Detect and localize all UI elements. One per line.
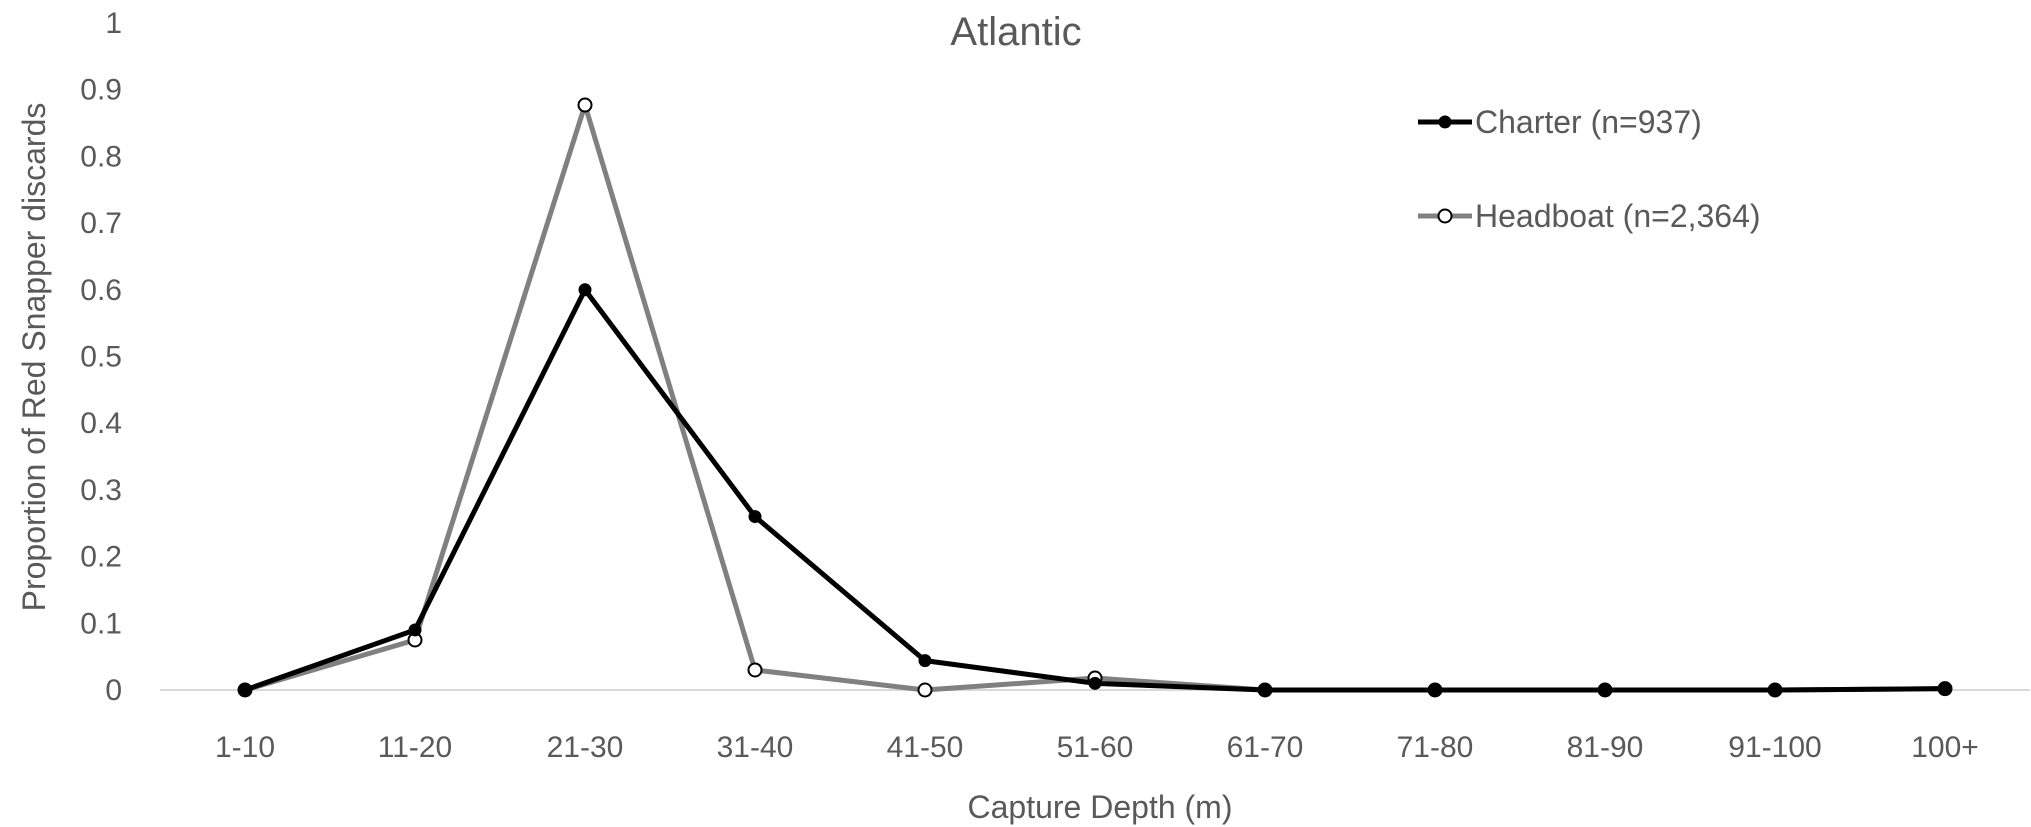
y-tick-label: 0.1: [80, 607, 122, 640]
x-tick-label: 91-100: [1728, 731, 1821, 764]
x-tick-label: 41-50: [887, 731, 964, 764]
series-0-point: [1428, 683, 1442, 697]
series-1-point: [917, 682, 933, 698]
series-1-point: [747, 662, 763, 678]
y-tick-label: 1: [105, 7, 122, 40]
series-0-point: [918, 654, 932, 668]
series-0-point: [578, 283, 592, 297]
y-tick-label: 0.6: [80, 274, 122, 307]
series-0-point: [1258, 683, 1272, 697]
x-tick-label: 71-80: [1397, 731, 1474, 764]
series-0-point: [748, 510, 762, 524]
x-tick-label: 51-60: [1057, 731, 1134, 764]
legend-marker-1: [1437, 208, 1453, 224]
y-tick-label: 0: [105, 674, 122, 707]
series-0-point: [238, 683, 252, 697]
series-1-point: [577, 97, 593, 113]
y-tick-label: 0.2: [80, 541, 122, 574]
y-tick-label: 0.7: [80, 207, 122, 240]
series-0-point: [1598, 683, 1612, 697]
x-axis-title: Capture Depth (m): [968, 789, 1233, 825]
series-layer: [237, 97, 1953, 698]
series-line-0: [244, 287, 1946, 693]
x-tick-label: 61-70: [1227, 731, 1304, 764]
x-tick-label: 100+: [1911, 731, 1979, 764]
y-tick-label: 0.4: [80, 407, 122, 440]
x-tick-label: 11-20: [378, 731, 453, 764]
x-tick-label: 31-40: [717, 731, 794, 764]
y-tick-label: 0.8: [80, 140, 122, 173]
x-tick-label: 81-90: [1567, 731, 1644, 764]
legend-marker-0: [1438, 115, 1452, 129]
series-0-point: [1768, 683, 1782, 697]
x-axis-ticks: 1-10 11-20 21-30 31-40 41-50 51-60 61-70 71-80 8…: [215, 731, 1979, 764]
legend: Charter (n=937) Headboat (n=2,364): [1418, 104, 1761, 234]
legend-label-1: Headboat (n=2,364): [1475, 198, 1761, 234]
series-0-point: [1088, 676, 1102, 690]
series-0-point: [1938, 682, 1952, 696]
y-axis-title: Proportion of Red Snapper discards: [16, 103, 52, 612]
legend-label-0: Charter (n=937): [1475, 104, 1702, 140]
y-axis-ticks: 0 0.1 0.2 0.3 0.4 0.5 0.6 0.7 0.8 0.9 1: [80, 7, 122, 707]
y-tick-label: 0.9: [80, 74, 122, 107]
x-tick-label: 21-30: [547, 731, 624, 764]
y-tick-label: 0.3: [80, 474, 122, 507]
series-0-point: [408, 623, 422, 637]
x-tick-label: 1-10: [215, 731, 275, 764]
y-tick-label: 0.5: [80, 341, 122, 374]
chart-title: Atlantic: [950, 10, 1081, 54]
series-line-1: [244, 102, 1946, 693]
